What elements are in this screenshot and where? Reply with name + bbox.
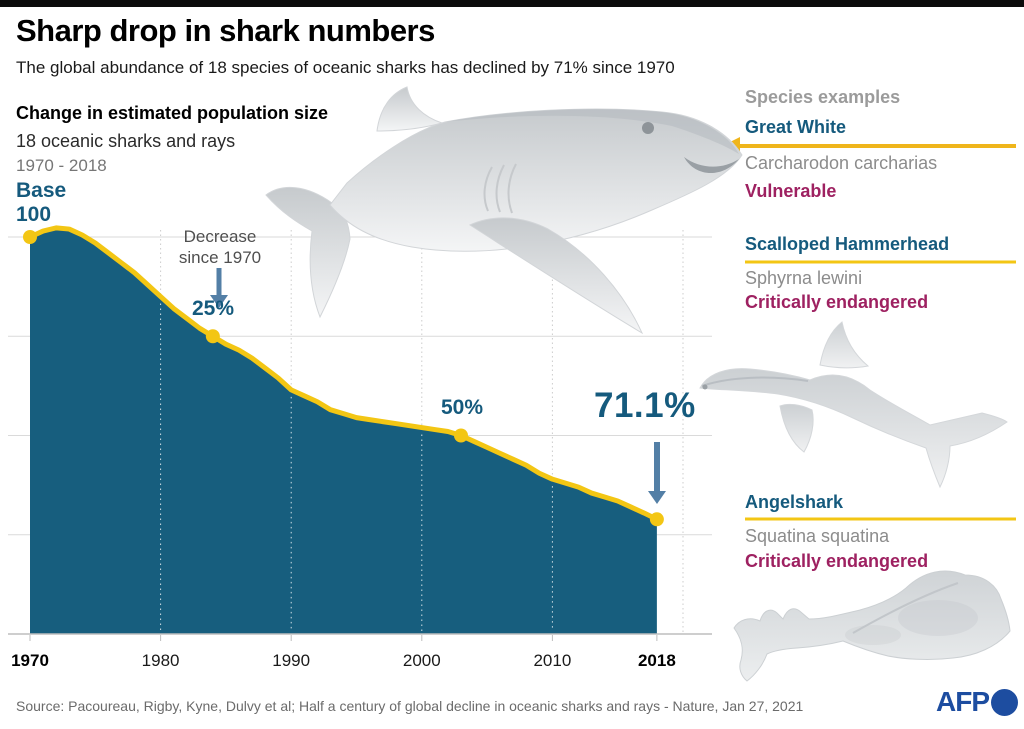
decrease-line2: since 1970 <box>178 248 262 267</box>
chart-title: Change in estimated population size <box>16 103 329 123</box>
x-tick-label: 1980 <box>141 651 180 670</box>
pectoral-fin <box>468 217 644 335</box>
shark-body <box>329 108 743 252</box>
pectoral-fin <box>779 403 814 453</box>
dorsal-fin <box>376 86 444 132</box>
base-100-label: Base 100 <box>16 179 66 227</box>
chart-period: 1970 - 2018 <box>16 156 107 175</box>
decline-line <box>27 225 660 522</box>
source-credit: Source: Pacoureau, Rigby, Kyne, Dulvy et… <box>16 698 804 714</box>
afp-logo-circle <box>991 688 1018 716</box>
pct50-label: 50% <box>441 396 484 419</box>
body-texture <box>898 600 978 636</box>
hammerhead-shark-illustration <box>699 321 1008 489</box>
down-arrow-icon <box>648 491 666 504</box>
shark-mouth <box>684 157 739 174</box>
final-pct-label: 71.1% <box>594 386 696 425</box>
species-status-great-white: Vulnerable <box>745 181 837 201</box>
hammer-edge <box>701 376 809 387</box>
x-tick-label: 2018 <box>637 651 676 670</box>
afp-logo-text: AFP <box>936 686 990 717</box>
decrease-annotation: Decrease since 1970 <box>150 226 290 268</box>
body-midline <box>852 582 959 634</box>
data-marker <box>453 428 468 443</box>
back-shading <box>445 108 739 154</box>
gill-slits <box>483 163 517 214</box>
species-latin-great-white: Carcharodon carcharias <box>745 153 938 173</box>
base-label-line1: Base <box>16 179 67 202</box>
species-panel-heading: Species examples <box>745 87 901 107</box>
species-latin-angelshark: Squatina squatina <box>745 526 890 546</box>
decline-area <box>30 227 657 634</box>
data-marker <box>205 329 220 344</box>
x-axis-labels: 1970 1980 1990 2000 2010 2018 <box>0 651 724 675</box>
x-tick-label: 1970 <box>11 651 49 670</box>
page-title: Sharp drop in shark numbers <box>16 13 435 48</box>
pct25-label: 25% <box>192 297 235 320</box>
x-tick-label: 2000 <box>402 651 441 670</box>
great-white-shark-illustration <box>265 86 743 335</box>
species-name-hammerhead: Scalloped Hammerhead <box>745 234 950 254</box>
species-status-angelshark: Critically endangered <box>745 551 929 571</box>
angelshark-body <box>733 570 1011 682</box>
page-subtitle: The global abundance of 18 species of oc… <box>16 58 675 77</box>
dorsal-fin <box>819 321 870 369</box>
species-name-great-white: Great White <box>745 117 847 137</box>
data-marker <box>649 512 664 527</box>
x-tick-label: 2010 <box>533 651 572 670</box>
x-tick-label: 1990 <box>272 651 311 670</box>
species-name-angelshark: Angelshark <box>745 492 844 512</box>
chart-subtitle: 18 oceanic sharks and rays <box>16 131 236 151</box>
top-black-bar <box>0 0 1024 7</box>
shark-body <box>699 368 1008 489</box>
left-arrow-icon <box>722 137 740 155</box>
data-marker <box>23 230 37 244</box>
body-texture <box>845 625 901 645</box>
afp-logo: AFP <box>936 686 1018 718</box>
shark-eye <box>702 384 708 390</box>
species-status-hammerhead: Critically endangered <box>745 292 929 312</box>
species-latin-hammerhead: Sphyrna lewini <box>745 268 863 288</box>
base-label-line2: 100 <box>16 203 52 226</box>
decrease-line1: Decrease <box>183 227 257 246</box>
shark-eye <box>642 122 654 134</box>
